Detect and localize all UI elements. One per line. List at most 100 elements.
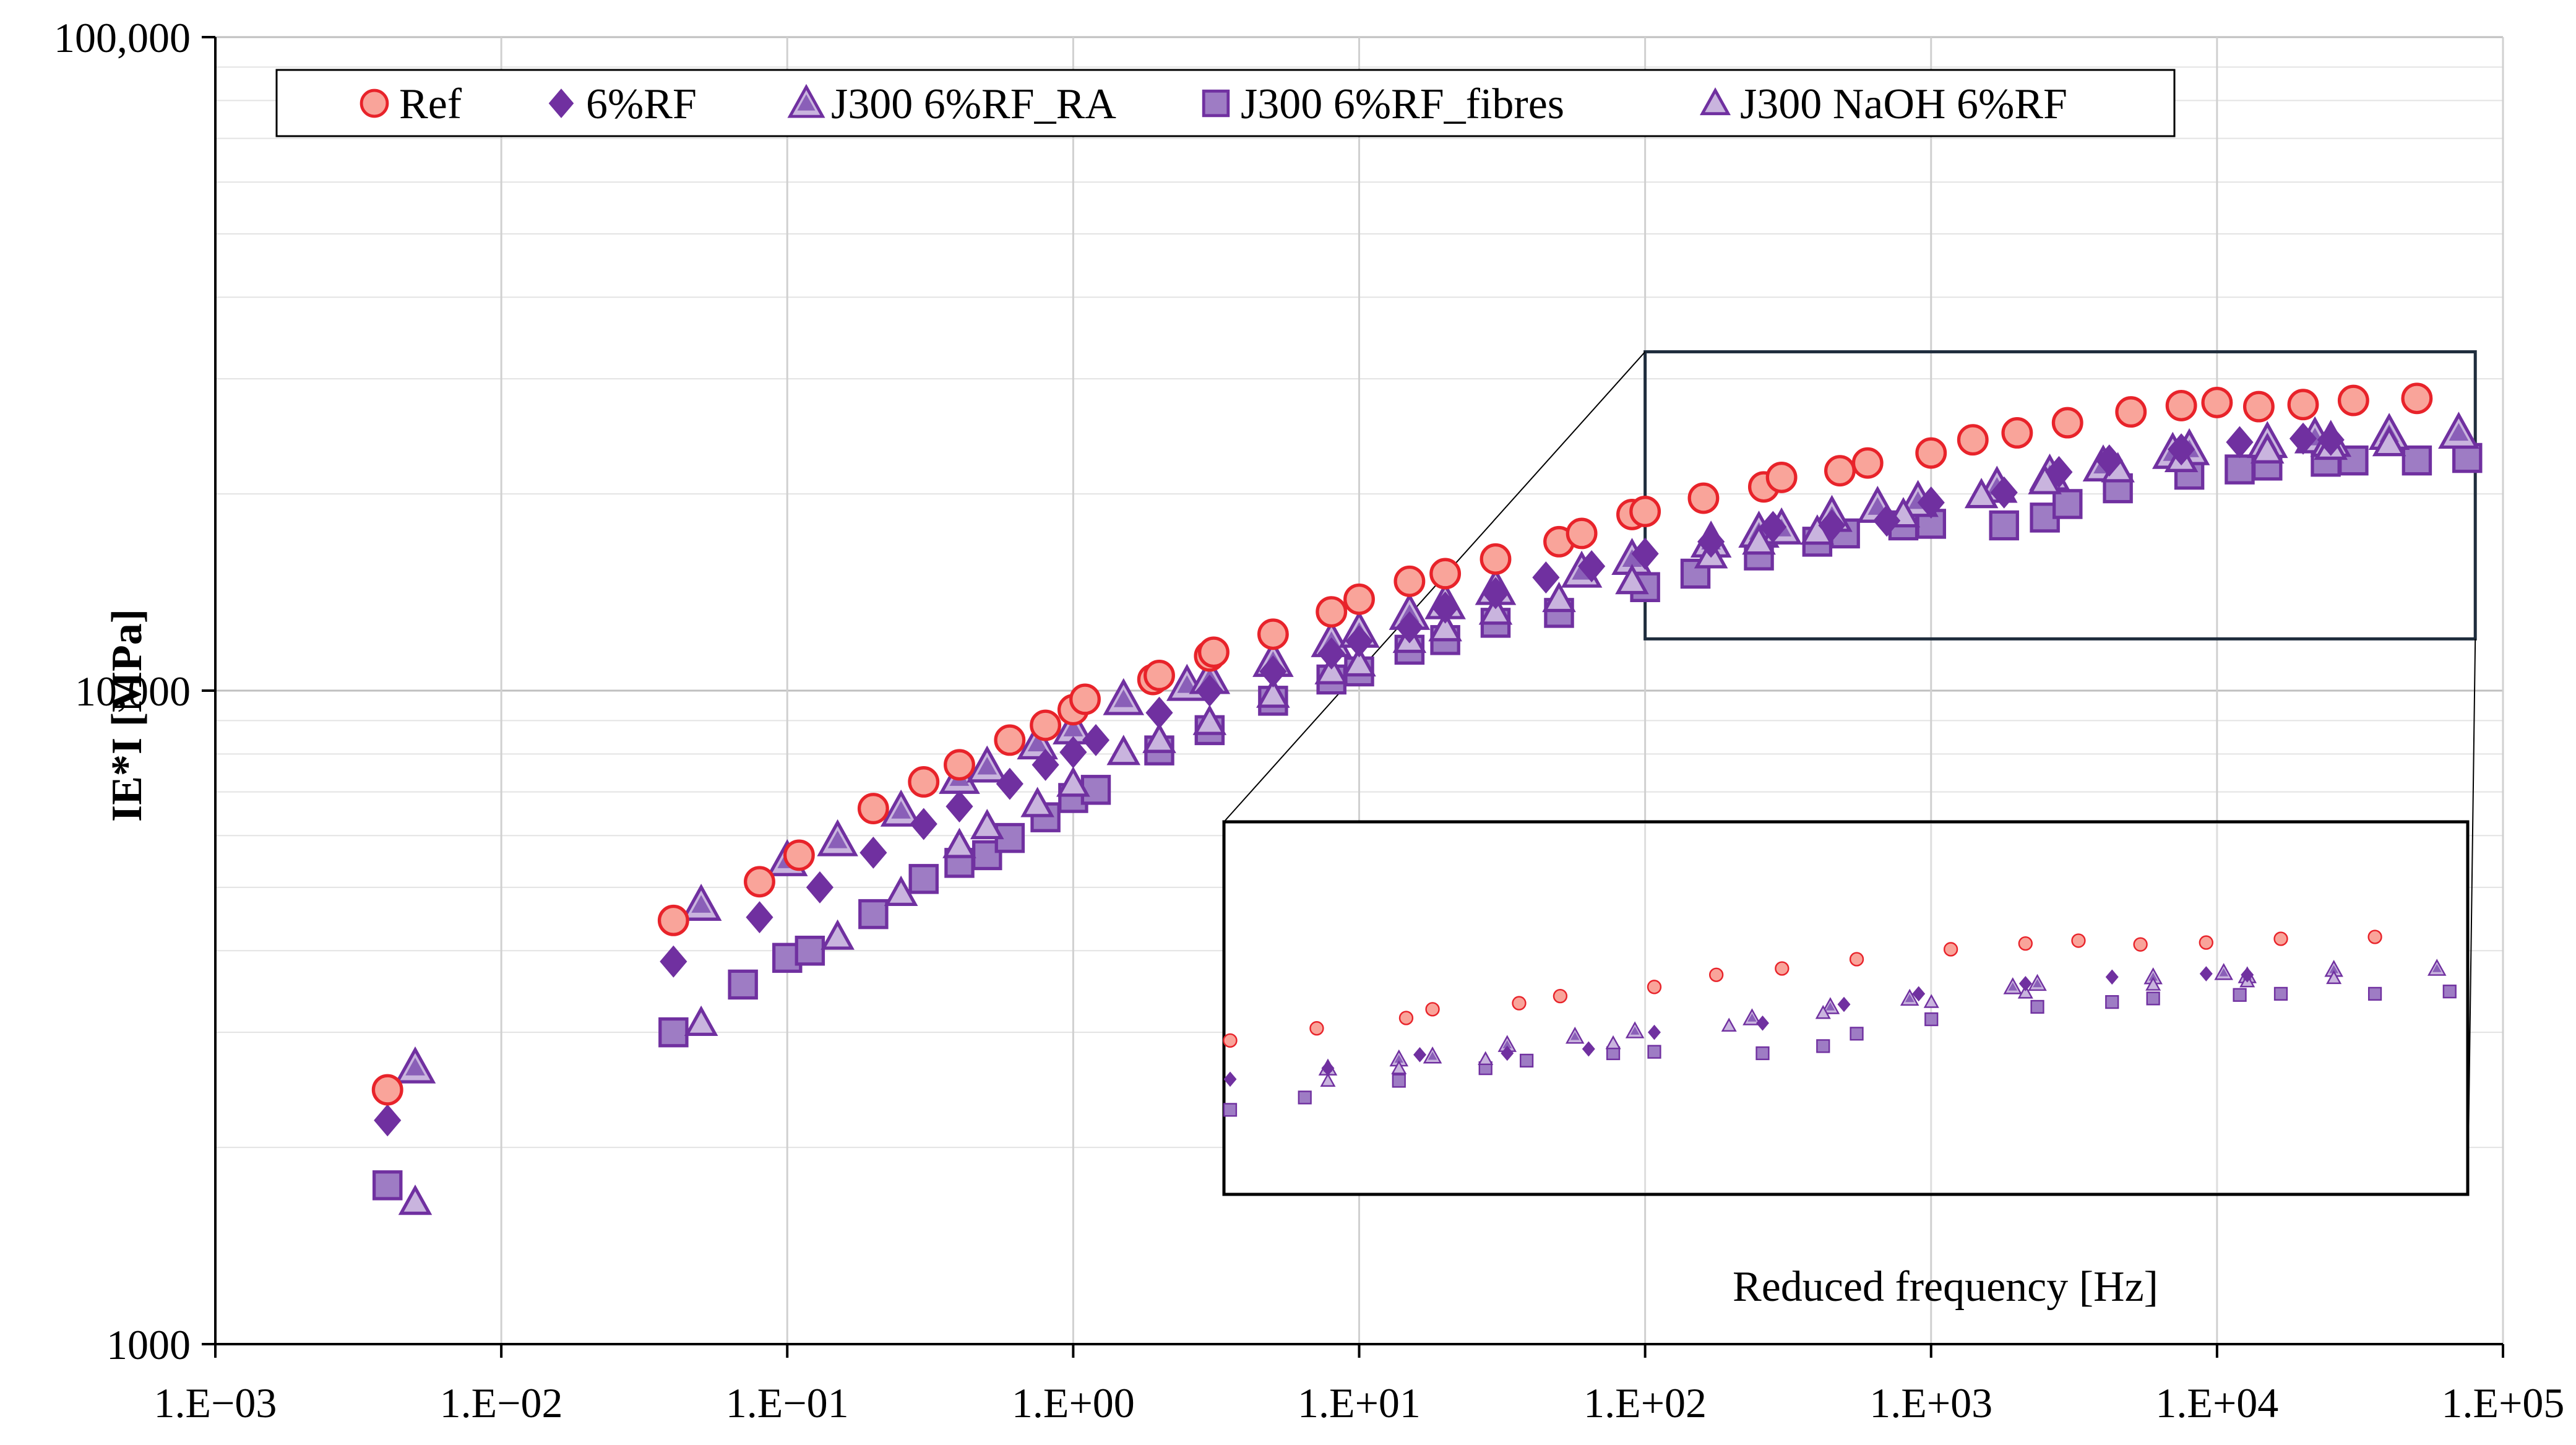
- data-point: [2372, 426, 2406, 457]
- series-4: [398, 426, 2406, 1215]
- inset-data-point-inner: [2432, 964, 2442, 972]
- data-point: [1990, 476, 2018, 509]
- inset-data-point: [1721, 1017, 1737, 1032]
- series-0: [371, 382, 2433, 1106]
- data-point-inner: [1027, 733, 1048, 752]
- inset-data-point: [1849, 952, 1864, 967]
- inset-data-point-inner: [2219, 968, 2228, 977]
- inset-data-point: [2017, 985, 2033, 999]
- data-point: [1532, 561, 1560, 594]
- data-point: [1145, 696, 1173, 729]
- data-point: [1480, 543, 1512, 575]
- data-point: [1851, 447, 1884, 479]
- inset-data-point: [1298, 1090, 1312, 1105]
- axes: [202, 36, 2504, 1358]
- inset-data-point: [2071, 933, 2086, 948]
- inset-data-point: [1478, 1051, 1494, 1066]
- data-point: [2045, 455, 2073, 488]
- inset-data-point-inner: [1825, 1002, 1835, 1011]
- x-tick-label: 1.E−03: [154, 1379, 277, 1426]
- data-point: [2402, 445, 2432, 476]
- data-point: [658, 1017, 689, 1048]
- y-tick-label: 100,000: [54, 14, 191, 61]
- data-point: [1343, 583, 1375, 615]
- data-point: [2242, 390, 2275, 423]
- data-point: [1395, 611, 1423, 644]
- data-point: [657, 904, 689, 936]
- data-point: [1317, 637, 1345, 670]
- data-point: [1915, 437, 1947, 469]
- data-point: [1429, 558, 1462, 590]
- inset-data-point: [1755, 1046, 1770, 1061]
- data-point: [2001, 417, 2033, 449]
- data-point: [1342, 646, 1376, 677]
- x-tick-label: 1.E+02: [1583, 1379, 1707, 1426]
- y-tick-label: 1000: [106, 1321, 191, 1368]
- data-point: [2168, 433, 2195, 466]
- inset-data-point: [2145, 977, 2161, 991]
- inset-data-point: [1223, 1033, 1238, 1048]
- data-point: [1142, 722, 1176, 753]
- data-point: [1957, 424, 1989, 456]
- inset-data-point: [1648, 1024, 1661, 1040]
- data-point: [1578, 550, 1606, 582]
- x-tick-label: 1.E+03: [1869, 1379, 1992, 1426]
- inset-data-point: [1815, 1004, 1831, 1019]
- inset-data-point: [1320, 1072, 1336, 1087]
- inset-points: [1223, 930, 2457, 1117]
- data-point: [1818, 509, 1846, 541]
- inset-data-point-inner: [2148, 972, 2158, 981]
- inset-data-point: [2326, 970, 2342, 985]
- data-point: [1198, 636, 1230, 668]
- x-tick-label: 1.E+00: [1012, 1379, 1135, 1426]
- inset-data-point: [1391, 1060, 1407, 1074]
- inset-data-point: [1321, 1060, 1335, 1076]
- x-tick-label: 1.E+04: [2155, 1379, 2278, 1426]
- data-point: [2289, 422, 2317, 455]
- inset-data-point-inner: [2033, 979, 2042, 988]
- inset-data-point: [1912, 986, 1926, 1002]
- data-point: [2337, 384, 2369, 416]
- data-point-inner: [1622, 549, 1642, 567]
- data-point: [1082, 723, 1110, 756]
- data-point: [2250, 433, 2285, 464]
- data-point-inner: [405, 1058, 425, 1076]
- data-point: [2165, 389, 2197, 421]
- data-point: [1059, 736, 1087, 769]
- inset-data-point: [2273, 931, 2288, 946]
- data-point: [908, 766, 940, 798]
- inset-data-point-inner: [1428, 1051, 1437, 1060]
- inset-data-point: [1398, 1011, 1414, 1025]
- inset-data-point: [1223, 1071, 1237, 1087]
- x-tick-label: 1.E−01: [726, 1379, 849, 1426]
- legend-label: J300 6%RF_RA: [831, 80, 1116, 128]
- data-point: [728, 969, 758, 1000]
- data-point: [2225, 454, 2255, 485]
- data-point: [1106, 735, 1141, 766]
- data-point: [1765, 461, 1798, 493]
- inset-data-point: [2367, 930, 2382, 944]
- data-point: [660, 945, 687, 978]
- data-point: [1259, 655, 1287, 688]
- data-point: [942, 827, 976, 858]
- inset-data-point: [2133, 937, 2148, 952]
- inset-data-point: [1647, 1045, 1661, 1059]
- data-point: [2401, 382, 2433, 415]
- data-point: [1964, 478, 1999, 509]
- data-point: [1069, 683, 1101, 715]
- data-point: [2051, 407, 2083, 439]
- data-point-inner: [1177, 675, 1197, 693]
- inset-data-point-inner: [2329, 965, 2338, 973]
- data-point: [1345, 625, 1373, 658]
- legend-label: J300 6%RF_fibres: [1241, 80, 1564, 128]
- data-point: [2317, 423, 2345, 456]
- data-point: [2028, 464, 2062, 494]
- data-point: [1917, 486, 1945, 519]
- data-point: [746, 901, 773, 934]
- series-1: [374, 422, 2345, 1137]
- data-points: [371, 382, 2483, 1215]
- inset-data-point: [2105, 995, 2119, 1009]
- inset-data-point: [2442, 985, 2457, 999]
- data-point-inner: [1113, 689, 1134, 707]
